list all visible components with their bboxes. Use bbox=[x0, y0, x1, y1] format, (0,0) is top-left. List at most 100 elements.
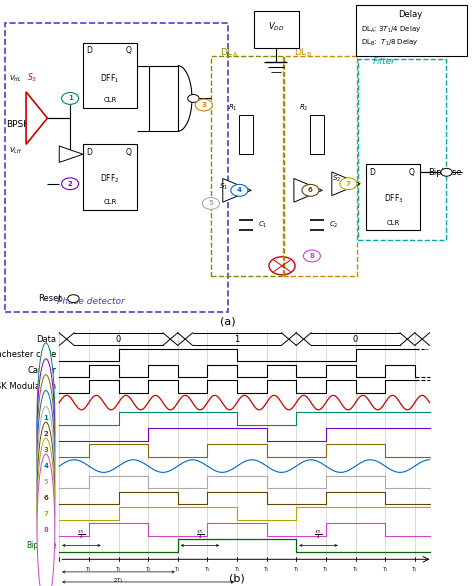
Circle shape bbox=[37, 374, 55, 526]
Circle shape bbox=[37, 423, 55, 574]
Text: Data: Data bbox=[36, 335, 56, 343]
Bar bbox=[358, 59, 446, 240]
Text: Biphase: Biphase bbox=[428, 168, 462, 177]
Circle shape bbox=[37, 438, 55, 586]
Text: 4: 4 bbox=[44, 463, 48, 469]
Circle shape bbox=[441, 168, 452, 176]
Text: Reset: Reset bbox=[38, 294, 62, 303]
Text: 6: 6 bbox=[44, 495, 48, 501]
Circle shape bbox=[188, 94, 199, 103]
Text: 2: 2 bbox=[44, 431, 48, 437]
Text: $T_1$: $T_1$ bbox=[411, 565, 418, 574]
Circle shape bbox=[195, 99, 212, 111]
Text: $R_1$: $R_1$ bbox=[228, 103, 237, 114]
Bar bbox=[211, 56, 284, 275]
Text: $T_1$: $T_1$ bbox=[293, 565, 300, 574]
Circle shape bbox=[37, 359, 55, 510]
Circle shape bbox=[303, 250, 320, 262]
Text: $T_1$: $T_1$ bbox=[322, 565, 329, 574]
Bar bbox=[149, 66, 178, 131]
Text: 5: 5 bbox=[209, 200, 213, 206]
Text: Q: Q bbox=[126, 148, 132, 157]
Text: Manchester code: Manchester code bbox=[0, 350, 56, 359]
Text: BPSK: BPSK bbox=[6, 120, 29, 129]
Bar bbox=[239, 115, 253, 154]
Text: $\frac{3T_1}{4}$: $\frac{3T_1}{4}$ bbox=[77, 529, 86, 541]
Circle shape bbox=[202, 197, 219, 209]
Text: $\mathrm{DL_B}$:  $T_1$/8 Delay: $\mathrm{DL_B}$: $T_1$/8 Delay bbox=[361, 38, 419, 48]
Text: $T_1$: $T_1$ bbox=[115, 565, 122, 574]
Text: $\mathrm{DL_A}$: $\mathrm{DL_A}$ bbox=[220, 46, 239, 59]
Polygon shape bbox=[223, 179, 251, 202]
Bar bbox=[5, 23, 228, 312]
Bar bbox=[310, 115, 324, 154]
Circle shape bbox=[37, 390, 55, 541]
Text: $T_1$: $T_1$ bbox=[174, 565, 181, 574]
Text: DFF$_3$: DFF$_3$ bbox=[383, 192, 403, 205]
Text: $2T_1$: $2T_1$ bbox=[113, 575, 124, 585]
Text: $V_{HL}$: $V_{HL}$ bbox=[9, 73, 22, 84]
Text: $V_{LH}$: $V_{LH}$ bbox=[9, 146, 22, 156]
Text: $S_1$: $S_1$ bbox=[219, 182, 228, 192]
Text: $R_2$: $R_2$ bbox=[299, 103, 308, 114]
Circle shape bbox=[340, 178, 357, 190]
Circle shape bbox=[37, 454, 55, 586]
Text: $T_1$: $T_1$ bbox=[145, 565, 152, 574]
Text: 1: 1 bbox=[234, 335, 240, 343]
Text: 4: 4 bbox=[237, 188, 242, 193]
Text: 0: 0 bbox=[353, 335, 358, 343]
Text: 5: 5 bbox=[44, 479, 48, 485]
Circle shape bbox=[231, 185, 248, 196]
Text: $C_2$: $C_2$ bbox=[329, 220, 339, 230]
Circle shape bbox=[37, 343, 55, 494]
Circle shape bbox=[62, 93, 79, 104]
Text: Q: Q bbox=[126, 46, 132, 55]
Polygon shape bbox=[332, 172, 360, 196]
Text: $T_1$: $T_1$ bbox=[263, 565, 270, 574]
Text: D: D bbox=[369, 168, 375, 177]
Circle shape bbox=[302, 185, 319, 196]
Text: $T_1$: $T_1$ bbox=[204, 565, 211, 574]
Text: Carrier: Carrier bbox=[27, 366, 56, 376]
Text: CLR: CLR bbox=[103, 97, 117, 103]
Text: 7: 7 bbox=[346, 180, 351, 187]
Text: 0: 0 bbox=[116, 335, 121, 343]
Text: $\frac{3T_1}{4}$: $\frac{3T_1}{4}$ bbox=[196, 529, 204, 541]
Text: Filter: Filter bbox=[373, 57, 395, 66]
Text: 8: 8 bbox=[310, 253, 314, 259]
Circle shape bbox=[62, 178, 79, 190]
Text: $T_1$: $T_1$ bbox=[234, 565, 240, 574]
Text: $\frac{3T_1}{4}$: $\frac{3T_1}{4}$ bbox=[314, 529, 323, 541]
Text: CLR: CLR bbox=[387, 220, 400, 226]
Text: D: D bbox=[86, 148, 92, 157]
Text: DFF$_2$: DFF$_2$ bbox=[100, 173, 120, 185]
Text: (a): (a) bbox=[220, 316, 235, 326]
Text: 1: 1 bbox=[44, 415, 48, 421]
Polygon shape bbox=[294, 179, 322, 202]
Text: DFF$_1$: DFF$_1$ bbox=[100, 73, 120, 85]
Text: (b): (b) bbox=[229, 574, 245, 584]
Text: $C_1$: $C_1$ bbox=[258, 220, 268, 230]
Bar bbox=[83, 43, 137, 108]
Text: BPSK Modulation: BPSK Modulation bbox=[0, 382, 56, 391]
Text: $S_3$: $S_3$ bbox=[27, 71, 37, 84]
Bar bbox=[83, 144, 137, 210]
Bar bbox=[356, 5, 467, 56]
Text: 2: 2 bbox=[68, 180, 73, 187]
Text: Q: Q bbox=[409, 168, 415, 177]
Text: Delay: Delay bbox=[398, 11, 422, 19]
Text: 3: 3 bbox=[201, 102, 206, 108]
Text: Biphase: Biphase bbox=[26, 541, 56, 550]
Text: CLR: CLR bbox=[103, 199, 117, 205]
Text: 1: 1 bbox=[68, 96, 73, 101]
Bar bbox=[283, 56, 357, 275]
Text: 6: 6 bbox=[308, 188, 313, 193]
Text: 8: 8 bbox=[44, 527, 48, 533]
Text: $T_1$: $T_1$ bbox=[352, 565, 359, 574]
Text: $S_2$: $S_2$ bbox=[332, 173, 341, 184]
Text: D: D bbox=[86, 46, 92, 55]
Text: $T_1$: $T_1$ bbox=[382, 565, 389, 574]
Text: $V_{DD}$: $V_{DD}$ bbox=[268, 20, 284, 32]
Text: $\mathrm{DL_A}$: 3$T_1$/4 Delay: $\mathrm{DL_A}$: 3$T_1$/4 Delay bbox=[361, 25, 422, 35]
Circle shape bbox=[68, 295, 79, 302]
